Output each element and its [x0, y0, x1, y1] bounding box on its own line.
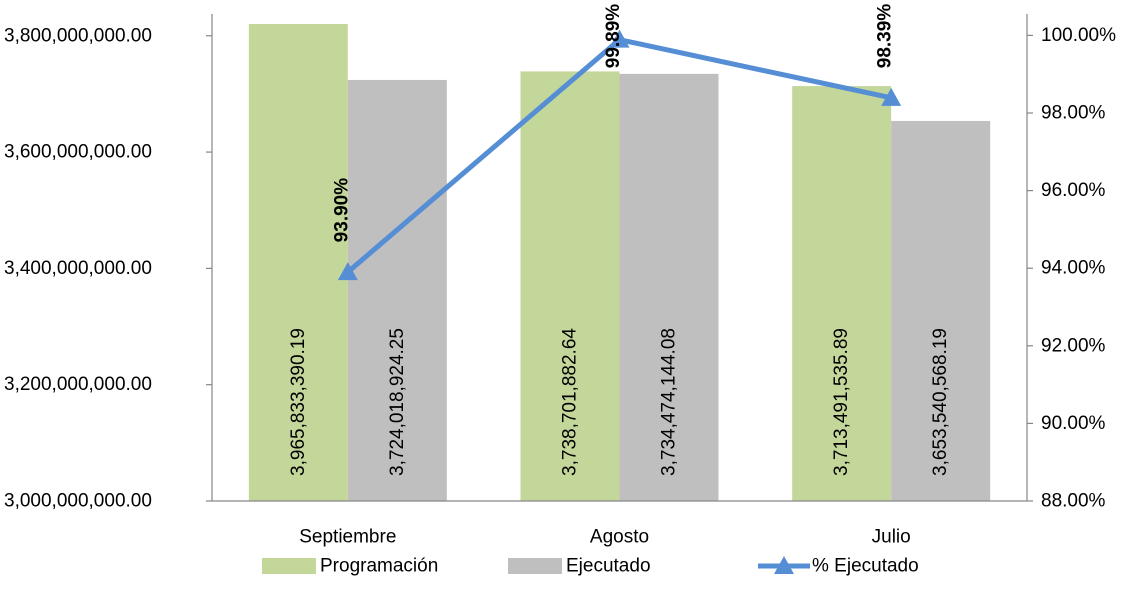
bar-data-label: 3,653,540,568.19: [930, 328, 951, 476]
left-y-tick-label: 3,400,000,000.00: [4, 258, 152, 279]
line-point-marker-julio: [881, 87, 902, 106]
x-tick-label: Septiembre: [299, 527, 396, 548]
left-y-tick-label: 3,200,000,000.00: [4, 374, 152, 395]
x-tick-label: Agosto: [590, 527, 649, 548]
line-data-label: 93.90%: [331, 178, 352, 243]
line-data-label: 99.89%: [603, 4, 624, 69]
right-y-tick-label: 98.00%: [1041, 103, 1106, 124]
bar-ejecutado-julio: [891, 120, 991, 502]
line-point-marker-agosto: [609, 29, 630, 48]
legend-swatch-bar: [262, 558, 316, 574]
bar-series-group: [248, 24, 991, 502]
bar-data-label: 3,738,701,882.64: [560, 328, 581, 476]
triangle-marker-icon: [774, 556, 794, 574]
bar-data-label: 3,965,833,390.19: [288, 328, 309, 476]
bar-programaci-n-julio: [792, 86, 892, 501]
bar-data-label: 3,724,018,924.25: [387, 328, 408, 476]
line-data-label: 98.39%: [875, 4, 896, 69]
bar-ejecutado-agosto: [619, 73, 719, 501]
right-y-tick-label: 96.00%: [1041, 180, 1106, 201]
legend-label: Ejecutado: [566, 556, 651, 577]
line-series-group: 93.90% 99.89% 98.39%: [331, 4, 902, 281]
left-y-tick-label: 3,600,000,000.00: [4, 142, 152, 163]
right-y-tick-label: 92.00%: [1041, 335, 1106, 356]
line-point-marker-septiembre: [337, 262, 358, 281]
axes-group: 3,000,000,000.00 3,200,000,000.00 3,400,00…: [4, 14, 1116, 548]
right-y-tick-label: 90.00%: [1041, 413, 1106, 434]
legend-swatch-bar: [508, 558, 562, 574]
legend-label: Programación: [320, 556, 438, 577]
left-y-tick-label: 3,800,000,000.00: [4, 25, 152, 46]
bar-data-label: 3,734,474,144.08: [659, 328, 680, 476]
right-y-tick-label: 94.00%: [1041, 258, 1106, 279]
right-y-tick-label: 88.00%: [1041, 491, 1106, 512]
left-y-tick-label: 3,000,000,000.00: [4, 491, 152, 512]
bar-programaci-n-septiembre: [248, 24, 348, 501]
bar-ejecutado-septiembre: [347, 79, 447, 501]
right-y-tick-label: 100.00%: [1041, 25, 1116, 46]
bar-data-labels-group: 3,965,833,390.19 3,738,701,882.64 3,713,49…: [288, 328, 951, 476]
bar-programaci-n-agosto: [520, 71, 620, 502]
x-tick-label: Julio: [872, 527, 911, 548]
bar-data-label: 3,713,491,535.89: [831, 328, 852, 476]
legend-label: % Ejecutado: [812, 556, 919, 577]
legend: Programación Ejecutado % Ejecutado: [262, 556, 919, 577]
